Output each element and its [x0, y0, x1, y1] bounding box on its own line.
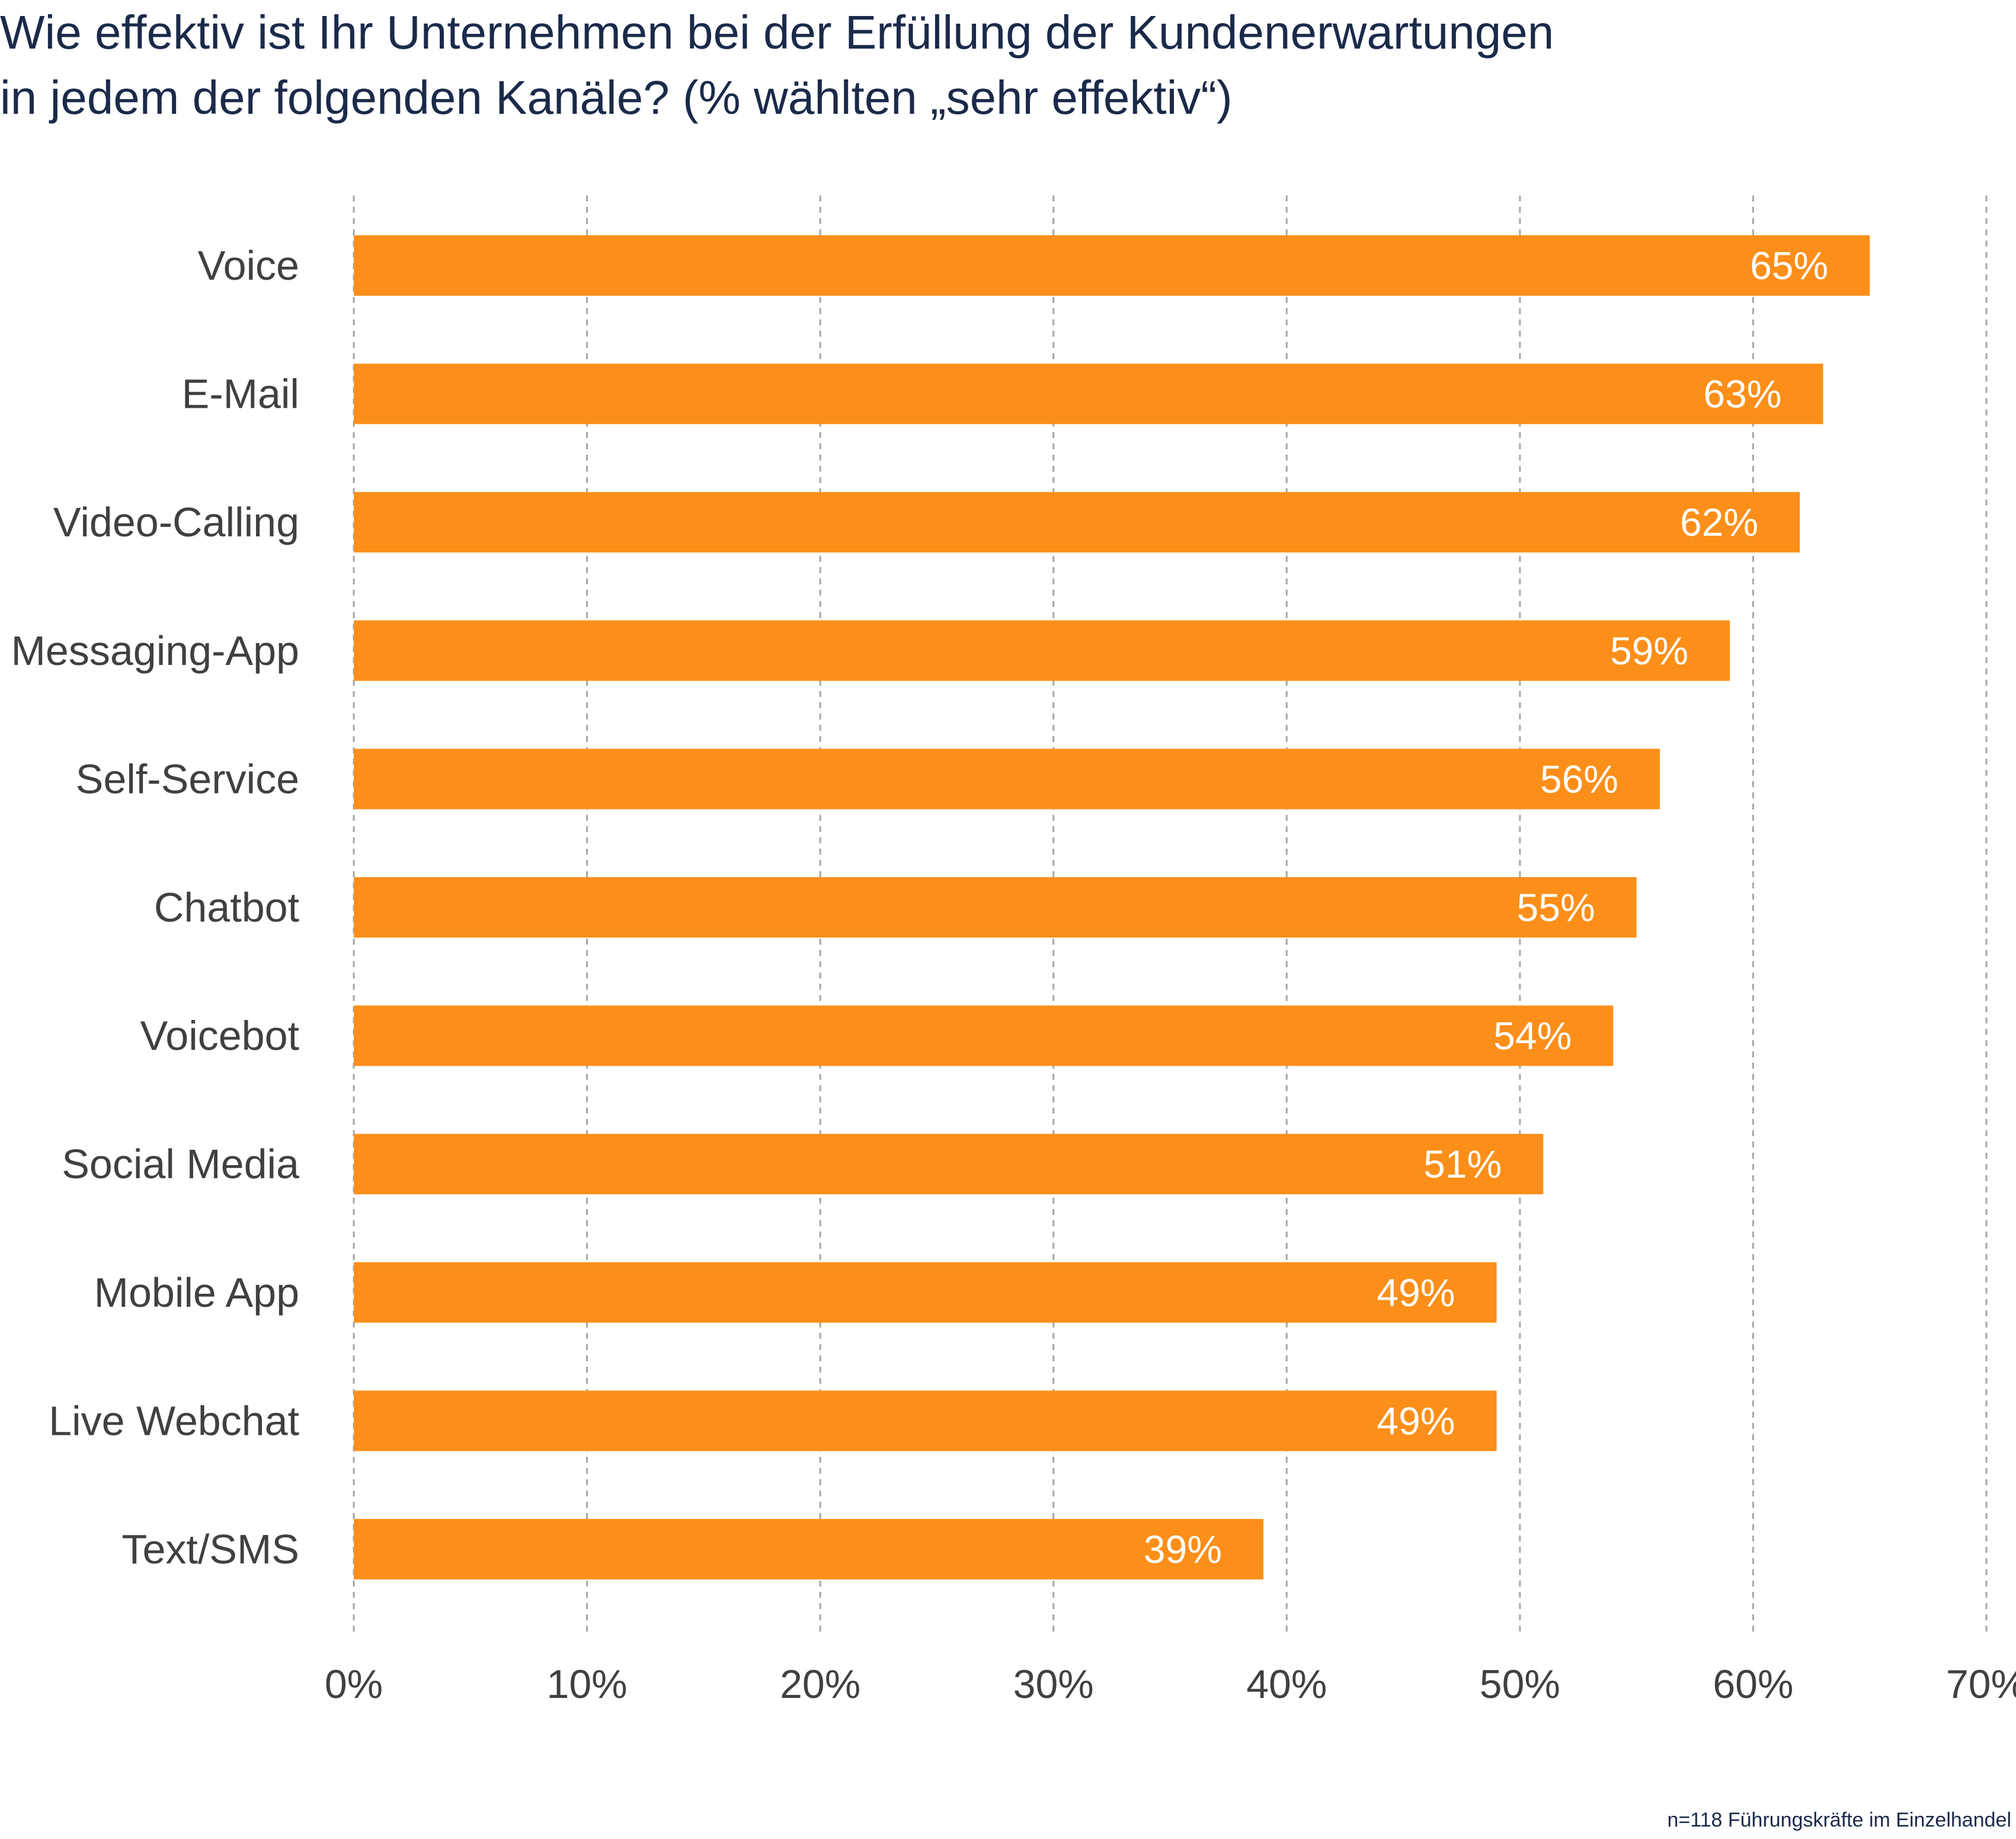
bar-value-label: 62% — [1680, 500, 1758, 544]
category-label: Video-Calling — [53, 499, 299, 545]
bar-value-label: 49% — [1377, 1399, 1455, 1443]
category-label: Voicebot — [140, 1013, 299, 1059]
x-tick-label: 40% — [1246, 1662, 1327, 1707]
x-tick-label: 30% — [1013, 1662, 1094, 1707]
bar-value-label: 51% — [1423, 1142, 1502, 1186]
bar — [354, 877, 1637, 938]
category-label: Live Webchat — [49, 1397, 299, 1444]
chart-title-line-1: Wie effektiv ist Ihr Unternehmen bei der… — [0, 6, 1554, 59]
bar-value-label: 56% — [1540, 757, 1618, 801]
category-label: Mobile App — [94, 1269, 299, 1316]
bar — [354, 363, 1823, 424]
bar-value-label: 39% — [1144, 1527, 1222, 1571]
category-label: Messaging-App — [11, 628, 299, 674]
footnote: n=118 Führungskräfte im Einzelhandel — [1667, 1809, 2011, 1831]
x-tick-label: 0% — [325, 1662, 383, 1707]
category-label: Self-Service — [76, 756, 299, 802]
chart-title-line-2: in jedem der folgenden Kanäle? (% wählte… — [0, 71, 1233, 124]
category-label: Voice — [198, 242, 299, 289]
bar — [354, 1519, 1263, 1579]
bar — [354, 492, 1800, 553]
labels: 0% 10% 20% 30% 40% 50% 60% 70% 65% Voice 63% E-Mail… — [11, 242, 2016, 1707]
bar — [354, 1134, 1544, 1195]
x-tick-label: 70% — [1946, 1662, 2016, 1707]
bars — [354, 235, 1870, 1579]
bar — [354, 1005, 1614, 1066]
bar — [354, 1390, 1497, 1451]
bar-value-label: 49% — [1377, 1271, 1455, 1315]
category-label: Chatbot — [154, 884, 299, 930]
bar-value-label: 54% — [1493, 1014, 1572, 1058]
category-label: Social Media — [62, 1141, 299, 1187]
bar-value-label: 59% — [1610, 629, 1688, 673]
x-tick-label: 20% — [780, 1662, 860, 1707]
bar — [354, 620, 1730, 681]
category-label: Text/SMS — [121, 1526, 299, 1572]
x-tick-label: 50% — [1480, 1662, 1560, 1707]
chart-title: Wie effektiv ist Ihr Unternehmen bei der… — [0, 0, 1956, 130]
bar — [354, 235, 1870, 296]
x-tick-label: 10% — [547, 1662, 628, 1707]
bar-value-label: 65% — [1750, 244, 1828, 287]
bar-value-label: 63% — [1703, 372, 1781, 416]
bar — [354, 1262, 1497, 1323]
bar — [354, 749, 1660, 810]
x-tick-label: 60% — [1713, 1662, 1793, 1707]
gridlines — [353, 196, 1988, 1636]
bar-value-label: 55% — [1517, 885, 1595, 929]
category-label: E-Mail — [182, 371, 299, 417]
